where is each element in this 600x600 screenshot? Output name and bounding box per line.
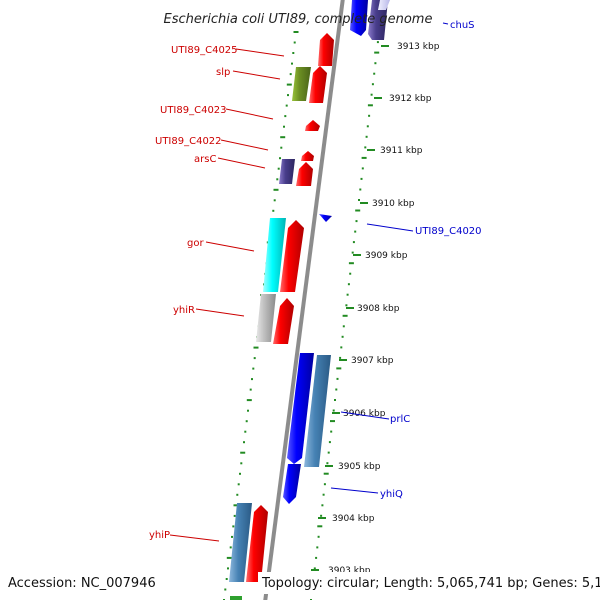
left-label-leaders [169, 48, 285, 542]
kbp-ticks: 3913 kbp 3912 kbp 3911 kbp 3910 kbp 3909… [311, 42, 440, 576]
kbp-tick: 3908 kbp [346, 304, 400, 314]
svg-text:3903 kbp: 3903 kbp [328, 566, 371, 576]
gene-prlC-paralog-block[interactable] [304, 355, 331, 467]
svg-text:3905 kbp: 3905 kbp [338, 462, 381, 472]
gene-label-yhiQ[interactable]: yhiQ [380, 489, 403, 500]
gene-label-slp[interactable]: slp [216, 67, 230, 78]
gene-UTI89_C4022-arrow[interactable] [301, 151, 314, 161]
svg-text:3911 kbp: 3911 kbp [380, 146, 423, 156]
kbp-tick: 3913 kbp [381, 42, 440, 52]
kbp-tick: 3904 kbp [318, 514, 375, 524]
svg-text:3908 kbp: 3908 kbp [357, 304, 400, 314]
gene-label-UTI89_C4022[interactable]: UTI89_C4022 [155, 136, 222, 147]
kbp-tick: 3912 kbp [374, 94, 432, 104]
svg-text:3906 kbp: 3906 kbp [343, 409, 386, 419]
kbp-tick: 3911 kbp [367, 146, 423, 156]
gene-label-yhiP[interactable]: yhiP [149, 530, 170, 541]
svg-text:3907 kbp: 3907 kbp [351, 356, 394, 366]
accession-text: Accession: NC_007946 [8, 576, 156, 591]
kbp-tick: 3907 kbp [339, 356, 394, 366]
gene-gor-paralog-block[interactable] [263, 218, 286, 292]
kbp-tick: 3910 kbp [360, 199, 415, 209]
gene-label-chuS[interactable]: chuS [450, 20, 475, 31]
gene-yhiP-paralog-block[interactable] [229, 503, 252, 582]
svg-text:3913 kbp: 3913 kbp [397, 42, 440, 52]
gene-label-UTI89_C4023[interactable]: UTI89_C4023 [160, 105, 227, 116]
gene-UTI89_C4023-arrow[interactable] [305, 120, 320, 131]
gene-yhiR-paralog-block[interactable] [256, 294, 276, 342]
footer-summary-backdrop [258, 572, 594, 594]
gene-label-gor[interactable]: gor [187, 238, 204, 249]
gene-slp-paralog-block[interactable] [292, 67, 311, 101]
gene-gor-arrow[interactable] [280, 220, 304, 292]
svg-text:3904 kbp: 3904 kbp [332, 514, 375, 524]
genome-backbone [263, 0, 345, 600]
gene-yhiP-arrow[interactable] [246, 505, 268, 582]
gene-chuS-blocks[interactable] [350, 0, 390, 40]
gene-prlC-arrow[interactable] [287, 353, 314, 464]
kbp-tick: 3905 kbp [325, 462, 381, 472]
gene-label-UTI89_C4025[interactable]: UTI89_C4025 [171, 45, 238, 56]
kbp-tick: 3903 kbp [311, 566, 371, 576]
gene-label-yhiR[interactable]: yhiR [173, 305, 195, 316]
kbp-tick: 3906 kbp [332, 409, 386, 419]
gene-yhiQ-arrow[interactable] [283, 464, 301, 504]
svg-text:3909 kbp: 3909 kbp [365, 251, 408, 261]
kbp-tick: 3909 kbp [353, 251, 408, 261]
gene-UTI89_C4025-arrow[interactable] [318, 33, 334, 66]
gene-arsC-paralog-block[interactable] [279, 159, 295, 184]
svg-text:3910 kbp: 3910 kbp [372, 199, 415, 209]
gene-yhiR-arrow[interactable] [273, 298, 294, 344]
gene-arsC-arrow[interactable] [296, 162, 313, 186]
gene-label-arsC[interactable]: arsC [194, 154, 216, 165]
right-label-leaders [330, 22, 449, 494]
gene-label-UTI89_C4020[interactable]: UTI89_C4020 [415, 226, 482, 237]
gene-UTI89_C4020-arrow[interactable] [319, 214, 332, 222]
gene-label-prlC[interactable]: prlC [390, 414, 410, 425]
gene-slp-arrow[interactable] [309, 66, 327, 103]
svg-text:3912 kbp: 3912 kbp [389, 94, 432, 104]
page-title: Escherichia coli UTI89, complete genome [164, 12, 433, 27]
gene-fragment-bottom [230, 596, 242, 600]
genome-summary-text: Topology: circular; Length: 5,065,741 bp… [261, 576, 600, 591]
